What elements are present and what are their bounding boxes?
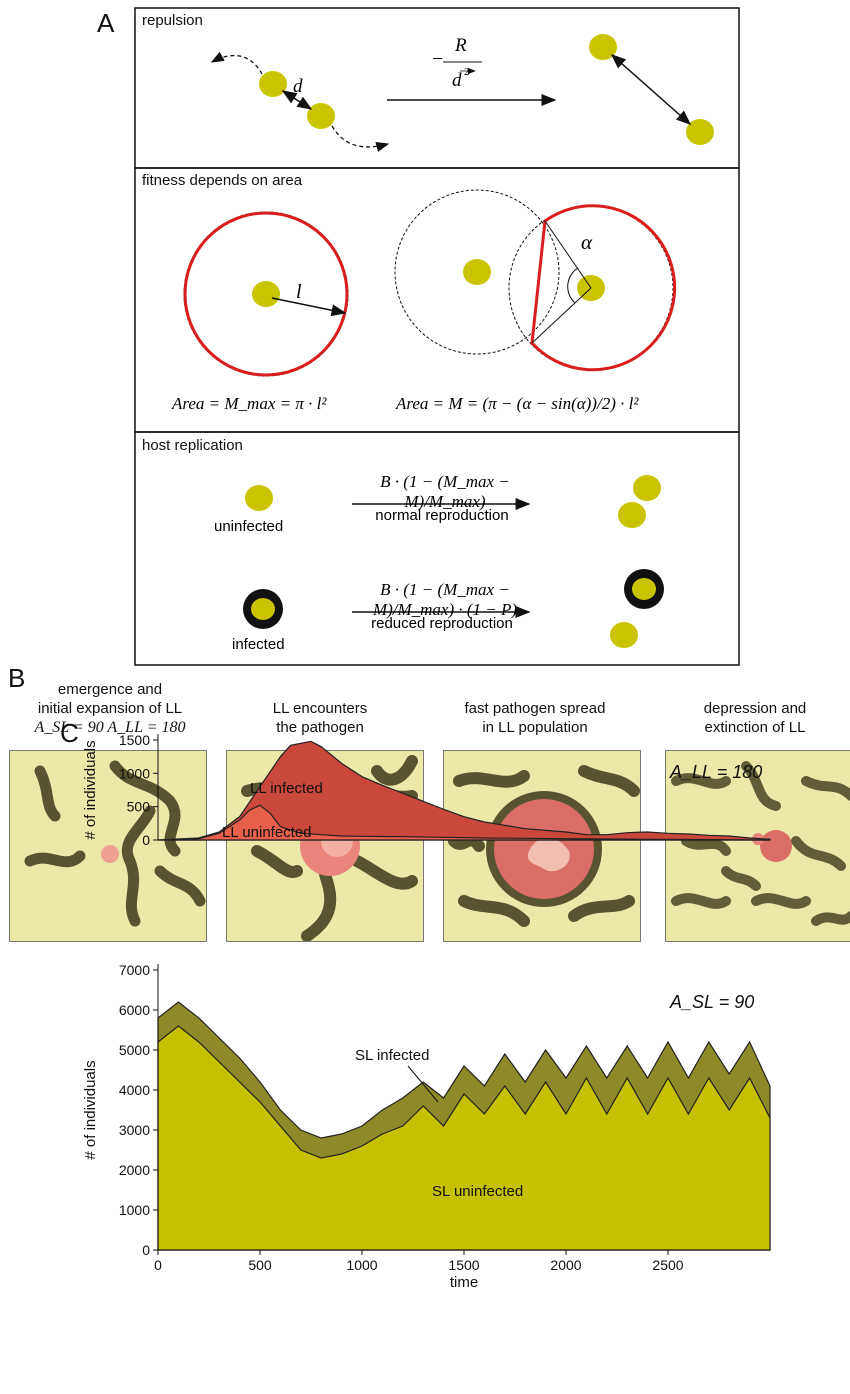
- snapshot-2-caption-line2: the pathogen: [276, 719, 364, 736]
- separated-arrow: [610, 54, 692, 125]
- y-tick-label-1-0: 0: [142, 1242, 150, 1258]
- offspring-cell-1: [633, 475, 661, 501]
- area-circle-red: [183, 211, 349, 377]
- y-tick-label-0-0: 0: [142, 832, 150, 848]
- distance-arrow: [281, 90, 313, 110]
- area-max-equation: Area = M_max = π · l²: [172, 394, 327, 413]
- y-tick-label-1-3: 3000: [119, 1122, 150, 1138]
- x-tick-label-5: 2500: [652, 1257, 683, 1273]
- alpha-label: α: [581, 230, 593, 254]
- radius-arrow: [271, 297, 347, 317]
- y-tick-label-0-1: 500: [127, 799, 151, 815]
- force-exponent: 2: [464, 66, 470, 78]
- snapshot-4-caption-line1: depression and: [703, 700, 807, 717]
- fitness-box: [134, 167, 740, 433]
- y-tick-label-0-3: 1500: [119, 732, 150, 748]
- infected-label: infected: [232, 636, 285, 653]
- panel-a-diagram: [134, 7, 740, 666]
- snapshot-4-caption: depression and extinction of LL: [660, 699, 850, 737]
- host-cell-1: [259, 71, 287, 97]
- y-axis-label-1: # of individuals: [82, 1060, 99, 1159]
- y-axis-label-0: # of individuals: [82, 740, 99, 839]
- offspring-cell-3: [610, 622, 638, 648]
- snapshot-4-caption-line2: extinction of LL: [704, 719, 806, 736]
- host-cell-3: [589, 34, 617, 60]
- replication-box: [134, 431, 740, 666]
- angle-arc: [567, 267, 579, 304]
- y-tick-label-0-2: 1000: [119, 765, 150, 781]
- label-sl-uninfected: SL uninfected: [432, 1183, 523, 1200]
- x-tick-label-1: 500: [248, 1257, 272, 1273]
- snapshot-4-image: [665, 750, 850, 942]
- angle-line-lower: [531, 287, 592, 344]
- snapshot-3-caption-line1: fast pathogen spread: [464, 700, 606, 717]
- motion-path-right: [331, 125, 390, 152]
- snapshot-2-image: [226, 750, 424, 942]
- series-1-1-area: [157, 1025, 771, 1251]
- neighbor-circle-dashed: [394, 189, 560, 355]
- normal-reproduction-label: normal reproduction: [375, 507, 509, 524]
- annotation-0: A_LL = 180: [669, 762, 762, 782]
- uninfected-cell: [245, 485, 273, 511]
- fitness-title: fitness depends on area: [142, 172, 303, 189]
- y-tick-label-1-7: 7000: [119, 962, 150, 978]
- distance-label: d: [293, 76, 303, 97]
- x-tick-label-4: 2000: [550, 1257, 581, 1273]
- reduced-reproduction-label: reduced reproduction: [371, 615, 513, 632]
- panel-a-label: A: [97, 8, 115, 38]
- y-tick-label-1-1: 1000: [119, 1202, 150, 1218]
- x-tick-label-2: 1000: [346, 1257, 377, 1273]
- y-tick-label-1-6: 6000: [119, 1002, 150, 1018]
- x-tick-label-0: 0: [154, 1257, 162, 1273]
- reduced-area-outline: [530, 204, 677, 372]
- motion-path-left: [210, 51, 263, 75]
- sl-infected-pointer: [407, 1065, 439, 1103]
- infected-offspring-core: [632, 578, 656, 600]
- panel-b-label: B: [8, 663, 26, 693]
- snapshot-2-caption-line1: LL encounters: [272, 700, 368, 717]
- force-denominator: d: [452, 70, 462, 91]
- snapshot-3-caption-line2: in LL population: [482, 719, 588, 736]
- repulsion-title: repulsion: [142, 12, 203, 29]
- snapshot-3-image: [443, 750, 641, 942]
- series-0-0-area: [157, 740, 771, 841]
- y-tick-label-1-2: 2000: [119, 1162, 150, 1178]
- label-sl-infected: SL infected: [355, 1047, 430, 1064]
- normal-reproduction-equation: B · (1 − (M_max − M)/M_max): [380, 472, 510, 511]
- angle-line-upper: [544, 220, 592, 289]
- label-ll-infected: LL infected: [250, 780, 323, 797]
- host-cell-6: [463, 259, 491, 285]
- snapshot-1-caption-line1: emergence and: [57, 681, 163, 698]
- annotation-1: A_SL = 90: [669, 992, 754, 1012]
- x-axis-label: time: [450, 1274, 478, 1291]
- time-series-charts: 0 500 1000 1500 # of individuals A_LL = 180 0 1…: [82, 732, 771, 1291]
- snapshot-2-caption: LL encounters the pathogen: [215, 699, 425, 737]
- infected-cell-core: [251, 598, 275, 620]
- area-reduced-equation: Area = M = (π − (α − sin(α))/2) · l²: [396, 394, 639, 413]
- x-tick-label-3: 1500: [448, 1257, 479, 1273]
- snapshot-3-caption: fast pathogen spread in LL population: [430, 699, 640, 737]
- reduced-reproduction-equation: B · (1 − (M_max − M)/M_max) · (1 − P): [372, 580, 518, 619]
- host-cell-4: [686, 119, 714, 145]
- offspring-cell-2: [618, 502, 646, 528]
- panel-c-label: C: [60, 718, 79, 748]
- uninfected-label: uninfected: [214, 518, 284, 535]
- snapshot-1-caption: emergence and initial expansion of LL A_…: [10, 680, 210, 737]
- host-cell-5: [252, 281, 280, 307]
- replication-title: host replication: [142, 437, 243, 454]
- label-ll-uninfected: LL uninfected: [222, 824, 312, 841]
- snapshot-1-parameters: A_SL = 90 A_LL = 180: [34, 719, 186, 736]
- force-minus: −: [432, 48, 444, 70]
- radius-label: l: [296, 281, 302, 303]
- snapshot-1-caption-line2: initial expansion of LL: [37, 700, 183, 717]
- series-0-1-area: [157, 804, 771, 841]
- force-numerator: R: [455, 35, 467, 56]
- y-tick-label-1-4: 4000: [119, 1082, 150, 1098]
- host-cell-2: [307, 103, 335, 129]
- snapshot-1-image: [9, 750, 207, 942]
- y-tick-label-1-5: 5000: [119, 1042, 150, 1058]
